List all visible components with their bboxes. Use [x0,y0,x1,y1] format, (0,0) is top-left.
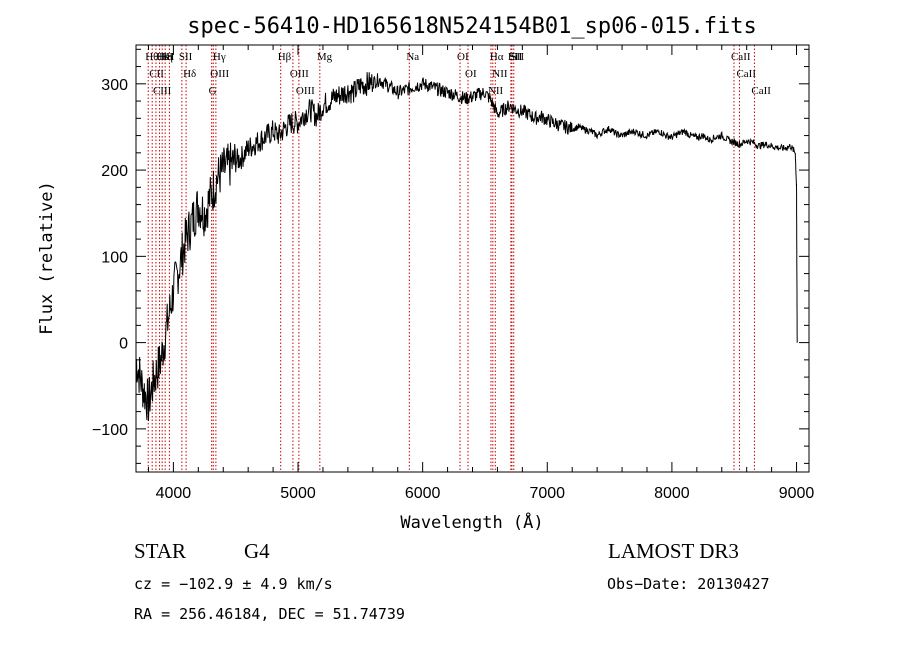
spectral-line-label: Hη [159,51,173,63]
plot-frame [135,44,810,473]
spectral-line-label: OIII [296,85,315,97]
spectral-line-label: OIII [290,68,309,80]
x-tick-label: 6000 [405,485,441,502]
object-class: STAR [134,539,186,563]
y-tick-label: −100 [92,422,128,439]
x-tick-label: 5000 [280,485,316,502]
spectral-line-label: K [162,51,170,63]
spectral-line-label: Hδ [183,68,196,80]
x-tick-label: 7000 [529,485,565,502]
spectral-line-label: CIII [153,85,172,97]
spectral-line-label: SII [509,51,523,63]
spectral-line-label: CaII [736,68,756,80]
spectral-line-label: CaII [731,51,751,63]
x-tick-label: 9000 [779,485,815,502]
spectral-line-label: Li [508,51,518,63]
spectral-line-label: H [166,51,174,63]
spectral-line-label: Hβ [278,51,292,63]
chart-title: spec-56410-HD165618N524154B01_sp06-015.f… [187,14,757,39]
y-tick-label: 200 [101,163,128,180]
object-subclass: G4 [244,539,270,563]
spectral-line-label: Na [406,51,419,63]
y-axis: −100 0 100 200 300 [92,48,809,464]
ra-dec: RA = 256.46184, DEC = 51.74739 [134,605,405,623]
spectral-line-label: OI [457,51,469,63]
y-tick-label: 300 [101,77,128,94]
y-tick-label: 0 [119,336,128,353]
spectral-line-label: NII [488,85,504,97]
x-tick-label: 4000 [156,485,192,502]
spectral-line-label: OIII [210,68,229,80]
spectral-line-label: NII [492,68,508,80]
spectral-line-label: SII [511,51,525,63]
x-axis: 4000 5000 6000 7000 8000 9000 [147,45,815,502]
spectral-line-label: OI [465,68,477,80]
x-axis-label: Wavelength (Å) [400,511,543,533]
spectrum-line [135,72,798,422]
spectral-line-label: HeI [157,51,174,63]
obs-date: Obs−Date: 20130427 [607,575,770,593]
spectral-line-label: Hα [490,51,504,63]
spectral-line-label: G [209,85,217,97]
spectral-line-label: SII [179,51,193,63]
x-tick-label: 8000 [654,485,690,502]
spectral-line-label: Hθ [145,51,158,63]
y-axis-label: Flux (relative) [37,181,57,335]
spectral-line-label: Mg [317,51,333,63]
survey-name: LAMOST DR3 [608,539,739,563]
cz-value: cz = −102.9 ± 4.9 km/s [134,575,333,593]
spectral-line-label: CII [149,68,164,80]
y-tick-label: 100 [101,249,128,266]
spectral-line-label: Hγ [213,51,226,63]
spectrum-layer [135,72,798,422]
spectral-line-label: CaII [751,85,771,97]
spectral-lines-layer [147,45,755,472]
